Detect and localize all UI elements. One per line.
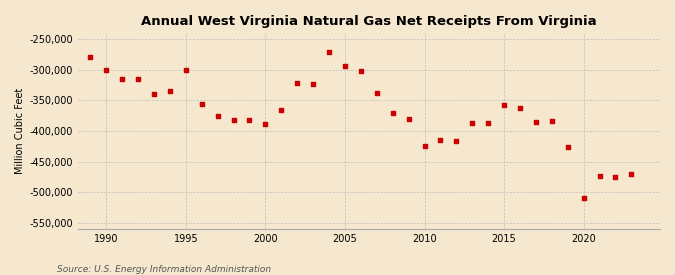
Point [610,175,621,180]
Point [117,77,128,81]
Point [323,50,334,54]
Point [101,68,111,72]
Point [546,119,557,123]
Point [148,92,159,97]
Point [85,54,96,59]
Point [451,139,462,144]
Point [292,81,302,86]
Point [483,121,493,125]
Point [626,172,637,176]
Point [531,120,541,124]
Point [260,122,271,126]
Point [244,118,255,122]
Point [165,89,176,94]
Point [578,196,589,200]
Point [228,118,239,122]
Title: Annual West Virginia Natural Gas Net Receipts From Virginia: Annual West Virginia Natural Gas Net Rec… [141,15,597,28]
Point [196,101,207,106]
Point [371,90,382,95]
Point [276,108,287,112]
Point [419,144,430,148]
Point [514,106,525,111]
Point [435,138,446,142]
Point [387,111,398,115]
Point [356,69,367,73]
Point [467,121,478,125]
Point [403,117,414,121]
Point [133,77,144,81]
Text: Source: U.S. Energy Information Administration: Source: U.S. Energy Information Administ… [57,265,271,274]
Point [180,68,191,72]
Y-axis label: Million Cubic Feet: Million Cubic Feet [15,88,25,174]
Point [340,64,350,68]
Point [562,145,573,150]
Point [212,114,223,118]
Point [308,82,319,86]
Point [594,174,605,178]
Point [499,103,510,107]
